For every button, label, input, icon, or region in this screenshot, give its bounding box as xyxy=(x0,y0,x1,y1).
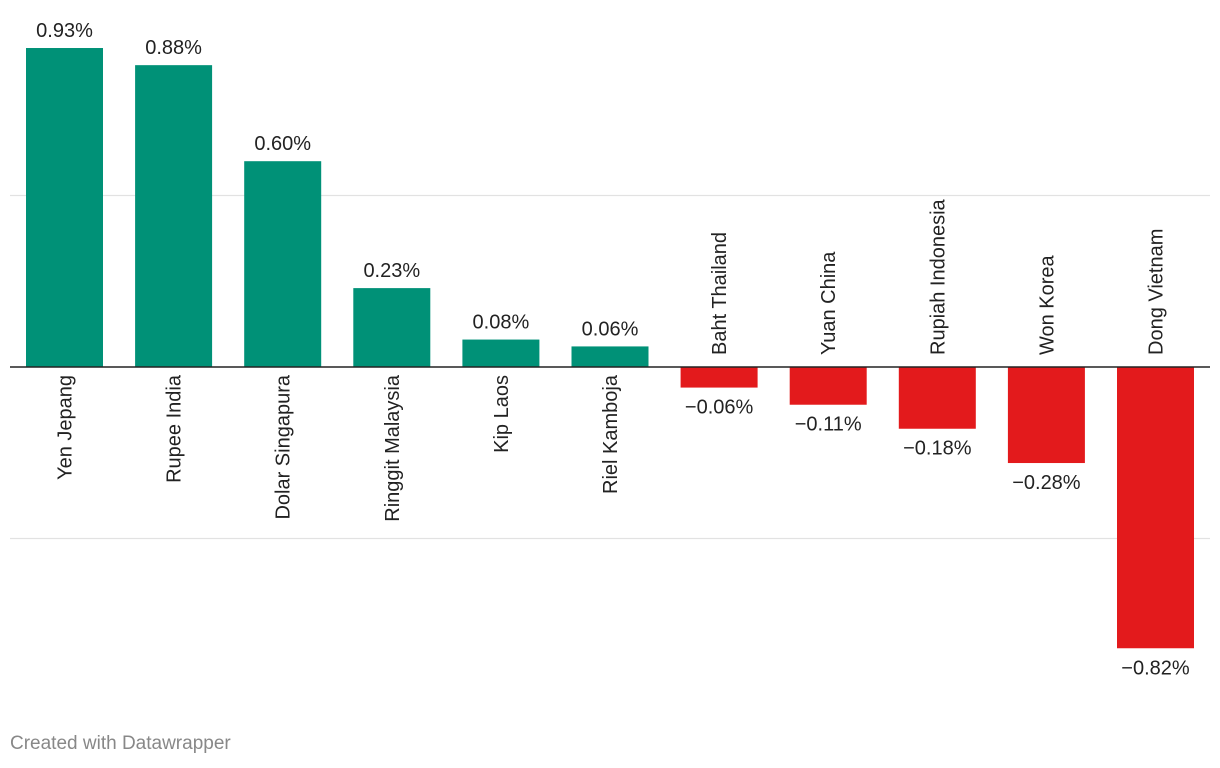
value-label: 0.23% xyxy=(363,260,420,282)
bar xyxy=(462,339,540,367)
bar xyxy=(26,48,103,367)
bar xyxy=(789,367,867,405)
bar xyxy=(1007,367,1085,464)
value-label: 0.60% xyxy=(254,133,311,155)
credit-text: Created with Datawrapper xyxy=(10,733,231,754)
category-label: Ringgit Malaysia xyxy=(382,374,404,522)
value-label: −0.06% xyxy=(685,397,754,419)
value-label: 0.06% xyxy=(582,318,639,340)
bar xyxy=(353,288,431,367)
value-label: −0.11% xyxy=(795,414,862,436)
value-label: 0.93% xyxy=(36,20,93,42)
value-label: −0.18% xyxy=(903,438,972,460)
category-label: Won Korea xyxy=(1036,254,1058,355)
category-label: Rupiah Indonesia xyxy=(927,198,949,355)
value-label: −0.82% xyxy=(1121,657,1190,679)
value-labels: 0.93% 0.88% 0.60% 0.23% 0.08% 0.06% −0.06% −0.1… xyxy=(36,20,1190,679)
category-label: Dolar Singapura xyxy=(273,374,295,519)
bar xyxy=(680,367,758,388)
bar xyxy=(571,346,649,367)
value-label: 0.88% xyxy=(145,37,202,59)
category-label: Rupee India xyxy=(164,374,186,483)
value-label: 0.08% xyxy=(473,312,530,334)
category-label: Kip Laos xyxy=(491,375,513,453)
value-label: −0.28% xyxy=(1012,472,1081,494)
category-label: Baht Thailand xyxy=(709,232,731,355)
bar-chart: 0.93% 0.88% 0.60% 0.23% 0.08% 0.06% −0.06% −0.1… xyxy=(10,20,1210,679)
category-label: Dong Vietnam xyxy=(1146,229,1168,355)
category-label: Yen Jepang xyxy=(55,375,77,480)
bar xyxy=(898,367,976,429)
bar xyxy=(135,65,213,367)
bars xyxy=(26,48,1194,649)
category-label: Yuan China xyxy=(818,251,840,355)
bar xyxy=(244,161,322,367)
category-labels: Yen Jepang Rupee India Dolar Singapura Ring… xyxy=(10,198,1210,522)
category-label: Riel Kamboja xyxy=(600,374,622,494)
bar xyxy=(1117,367,1194,649)
